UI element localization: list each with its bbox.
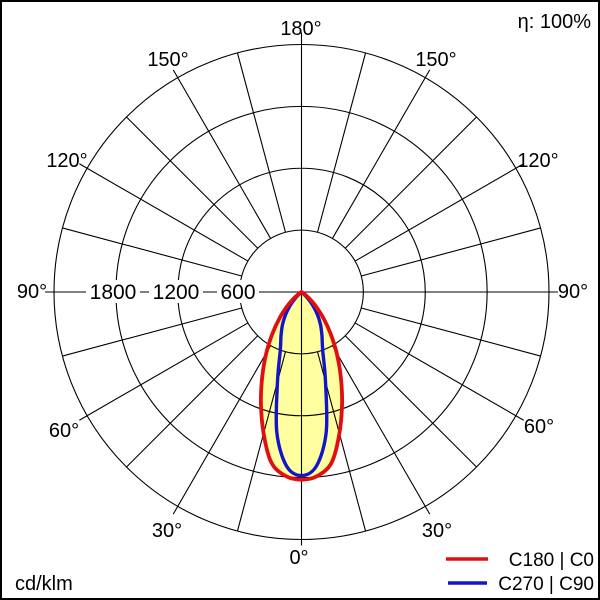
angle-label-60-right: 60° — [524, 416, 554, 438]
polar-grid — [45, 32, 558, 546]
angle-label-90-right: 90° — [558, 281, 588, 303]
legend: C180 | C0 C270 | C90 — [446, 550, 594, 595]
angle-label-30-left: 30° — [152, 520, 182, 542]
curve-c180-c0 — [258, 289, 345, 482]
radial-tick-1800: 1800 — [90, 281, 137, 304]
unit-label: cd/klm — [15, 573, 73, 595]
angle-label-180: 180° — [280, 18, 321, 40]
angle-label-60-left: 60° — [49, 420, 79, 442]
legend-label-c0: C180 | C0 — [509, 550, 594, 571]
angle-label-30-right: 30° — [422, 520, 452, 542]
radial-tick-labels: 1800 1200 600 — [86, 280, 259, 304]
angle-label-120-right: 120° — [517, 150, 558, 172]
radial-tick-600: 600 — [220, 281, 255, 304]
radial-label-bg — [86, 280, 140, 303]
angle-labels: 180° 150° 150° 120° 120° 90° 90° 60° 60°… — [17, 18, 588, 569]
radial-tick-1200: 1200 — [153, 281, 200, 304]
legend-label-c90: C270 | C90 — [498, 574, 594, 595]
efficiency-eta-label: η: 100% — [518, 11, 592, 33]
angle-label-120-left: 120° — [46, 150, 87, 172]
angle-label-90-left: 90° — [17, 281, 47, 303]
curve-c270-c90 — [274, 289, 329, 478]
intensity-curves — [258, 289, 345, 482]
radial-label-bg — [149, 280, 203, 303]
angle-label-150-right: 150° — [415, 49, 456, 71]
angle-label-150-left: 150° — [147, 49, 188, 71]
angle-label-0: 0° — [289, 547, 308, 569]
radial-label-bg — [217, 280, 259, 303]
